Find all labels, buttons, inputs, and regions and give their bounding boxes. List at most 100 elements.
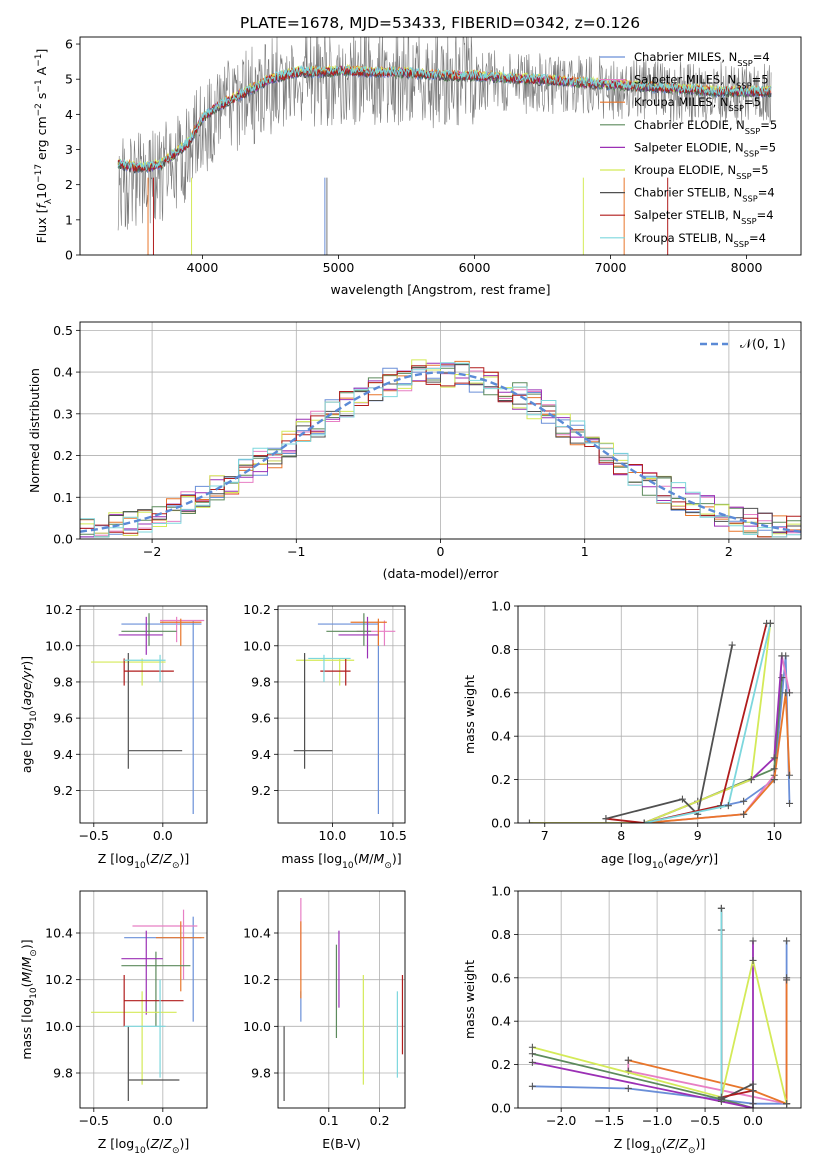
y-tick-label: 10.2 — [243, 972, 271, 987]
legend-label-part: =5 — [744, 95, 761, 109]
y-tick-label: 10.0 — [45, 638, 73, 653]
x-axis-label-part: M — [359, 851, 370, 866]
x-tick-label: −0.5 — [79, 1113, 109, 1128]
error-bar-point — [326, 613, 372, 646]
y-axis-label-part: )] — [19, 939, 34, 949]
x-tick-label: 6000 — [459, 260, 491, 275]
y-tick-label: 0.2 — [53, 448, 73, 463]
weight-marker — [770, 754, 778, 762]
legend-label: Kroupa ELODIE, NSSP=5 — [634, 163, 769, 181]
weight-marker — [766, 619, 774, 627]
x-axis-label-part: 10 — [134, 1146, 146, 1156]
x-axis-label-part: M — [374, 851, 385, 866]
y-tick-label: 5 — [65, 72, 73, 87]
x-axis-label-part: 10 — [342, 861, 354, 871]
grid-mass_vs_Z — [80, 891, 207, 1108]
error-bar-point — [338, 616, 379, 659]
legend-label-part: SSP — [736, 81, 751, 91]
y-tick-label: 9.8 — [251, 674, 271, 689]
x-axis-label-part: ⊙ — [688, 1146, 696, 1156]
x-axis-label: Z [log10(Z/Z⊙)] — [98, 851, 190, 871]
y-tick-label: 0 — [65, 248, 73, 263]
legend-label-part: Salpeter ELODIE, N — [634, 140, 744, 154]
error-bar-point — [155, 921, 205, 992]
x-tick-label: 0.1 — [319, 1113, 339, 1128]
y-tick-label: 6 — [65, 37, 73, 52]
x-axis-label-part: ⊙ — [384, 861, 392, 871]
y-axis-label-part: 10 — [29, 987, 39, 999]
y-tick-label: 0.0 — [53, 532, 73, 547]
y-axis-label-part: −2 — [34, 103, 44, 116]
y-tick-label: 10.4 — [45, 926, 73, 941]
y-axis-label-part: Flux [ — [34, 209, 49, 244]
weight-marker — [728, 641, 736, 649]
x-tick-label: 2 — [725, 544, 733, 559]
weight-series — [525, 652, 786, 823]
weight-marker — [786, 771, 794, 779]
weight-line — [644, 623, 772, 823]
x-axis-label-part: )] — [708, 851, 718, 866]
model-spectrum-line — [117, 64, 772, 171]
weight-marker — [783, 976, 791, 984]
weight-series — [717, 904, 725, 1101]
weight-marker — [740, 797, 748, 805]
weight-series — [640, 619, 774, 823]
legend-label: Salpeter STELIB, NSSP=4 — [634, 208, 774, 226]
axes-frame — [79, 890, 208, 1109]
weight-marker — [749, 1087, 757, 1095]
weight-marker — [740, 810, 748, 818]
legend-label-part: Kroupa MILES, N — [634, 95, 729, 109]
y-axis-label-part: A — [34, 66, 49, 79]
weight-marker — [525, 819, 533, 823]
x-axis-label-part: ( — [663, 851, 668, 866]
x-tick-label: 8 — [617, 828, 625, 843]
legend-label-part: SSP — [741, 216, 756, 226]
y-tick-label: 1.0 — [491, 599, 511, 614]
weight-marker — [783, 937, 791, 945]
x-tick-label: −1 — [287, 544, 305, 559]
y-axis-label-part: ⊙ — [29, 949, 39, 957]
y-axis-label-part: f — [34, 203, 49, 209]
legend-label: Salpeter MILES, NSSP=5 — [634, 73, 769, 91]
y-tick-label: 9.8 — [53, 1066, 73, 1081]
legend-label-part: SSP — [734, 239, 749, 249]
x-axis-label-part: ( — [354, 851, 359, 866]
y-tick-label: 0.8 — [491, 642, 511, 657]
legend-label: Chabrier MILES, NSSP=4 — [634, 50, 770, 68]
plot-residuals — [80, 359, 801, 538]
y-tick-label: 0.6 — [491, 970, 511, 985]
gaussian-curve — [80, 371, 801, 533]
legend-label-part: =4 — [758, 186, 775, 200]
weight-series — [602, 641, 736, 823]
y-axis-label-part: age/yr — [19, 665, 34, 706]
x-tick-label: −2.0 — [546, 1113, 576, 1128]
x-tick-label: 4000 — [187, 260, 219, 275]
weight-line — [532, 940, 754, 1108]
grid-age_vs_Z — [80, 606, 207, 823]
axes-mass_vs_ebv: 0.1 0.2 9.8 10.0 10.2 10.4 — [243, 890, 406, 1128]
legend-label-part: SSP — [742, 194, 757, 204]
y-axis-label-part: 10 — [34, 183, 49, 199]
y-tick-label: 0.0 — [491, 1101, 511, 1116]
axes-frame — [517, 890, 802, 1109]
axes-frame — [79, 605, 208, 824]
error-bar-point — [124, 654, 166, 682]
x-tick-label: −0.5 — [690, 1113, 720, 1128]
weight-series — [640, 652, 794, 823]
weight-marker — [783, 1100, 791, 1108]
weight-marker — [778, 652, 786, 660]
legend-label: Kroupa STELIB, NSSP=4 — [634, 231, 766, 249]
y-axis-label: age [log10(age/yr)] — [19, 656, 39, 773]
x-axis-label-part: 10 — [134, 861, 146, 871]
x-axis-label-part: )] — [695, 1136, 705, 1151]
y-tick-label: 9.8 — [53, 674, 73, 689]
legend-label-part: Kroupa STELIB, N — [634, 231, 734, 245]
legend-label-part: SSP — [729, 103, 744, 113]
weight-line — [628, 980, 788, 1106]
legend-label-part: SSP — [745, 126, 760, 136]
error-bar-point — [293, 653, 333, 769]
y-tick-label: 9.4 — [53, 747, 73, 762]
weight-marker — [770, 765, 778, 773]
weight-marker — [678, 795, 686, 803]
weight-line — [532, 960, 788, 1104]
